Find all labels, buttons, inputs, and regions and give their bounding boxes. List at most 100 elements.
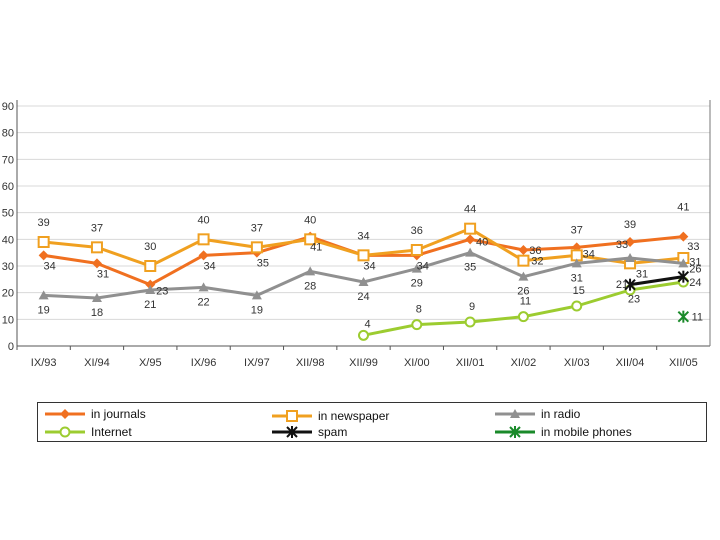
x-tick-label: XI/03 — [564, 357, 590, 369]
legend-item-in-newspaper: in newspaper — [270, 408, 389, 424]
data-point-in-journals — [38, 250, 49, 261]
x-tick-label: XII/04 — [616, 357, 645, 369]
data-label-in-newspaper: 32 — [531, 256, 543, 268]
data-point-in-radio — [91, 293, 102, 302]
data-label-in-newspaper: 30 — [144, 241, 156, 253]
data-label-in-newspaper: 31 — [636, 268, 648, 280]
data-point-internet — [464, 316, 476, 328]
legend-item-spam: spam — [270, 424, 347, 440]
data-label-internet: 4 — [364, 318, 370, 330]
data-point-in-journals — [465, 234, 476, 245]
legend-swatch-in-radio — [495, 409, 535, 418]
data-point-internet — [571, 300, 583, 312]
data-label-in-journals: 36 — [529, 245, 541, 257]
data-label-in-radio: 28 — [304, 280, 316, 292]
x-tick-label: IX/97 — [244, 357, 270, 369]
data-point-in-radio — [38, 290, 49, 300]
x-tick-label: X/95 — [139, 357, 162, 369]
legend-item-internet: Internet — [43, 424, 132, 440]
data-label-internet: 8 — [416, 304, 422, 316]
data-label-in-journals: 35 — [257, 258, 269, 270]
data-label-in-radio: 33 — [616, 239, 628, 251]
data-label-in-radio: 19 — [38, 304, 50, 316]
data-point-in-radio — [678, 258, 689, 268]
data-label-spam: 23 — [628, 294, 640, 306]
data-point-in-newspaper — [250, 241, 263, 254]
legend-label-in-journals: in journals — [91, 407, 146, 421]
data-point-in-newspaper — [197, 233, 210, 246]
data-point-in-newspaper — [144, 260, 157, 272]
data-label-in-journals: 23 — [156, 286, 168, 298]
x-tick-label: XII/01 — [456, 357, 485, 369]
data-label-in-radio: 21 — [144, 299, 156, 311]
y-tick-label: 20 — [2, 288, 14, 300]
data-label-in-radio: 22 — [197, 296, 209, 308]
data-label-in-radio: 18 — [91, 307, 103, 319]
legend: in journals in newspaper in radio Intern… — [37, 402, 707, 442]
series-line-spam — [629, 275, 684, 287]
y-tick-label: 10 — [2, 314, 14, 326]
data-point-in-radio — [411, 263, 422, 273]
data-point-in-newspaper — [90, 241, 103, 254]
data-label-in-newspaper: 37 — [251, 222, 263, 234]
data-label-in-journals: 34 — [363, 260, 375, 272]
data-label-in-radio: 24 — [357, 291, 369, 303]
data-label-in-newspaper: 44 — [464, 204, 476, 216]
legend-label-spam: spam — [318, 425, 348, 439]
data-label-in-newspaper: 34 — [583, 248, 595, 260]
y-tick-label: 60 — [2, 181, 14, 193]
data-point-in-journals — [625, 237, 636, 247]
y-tick-label: 50 — [2, 208, 14, 220]
data-point-internet — [358, 329, 369, 341]
data-label-in-journals: 41 — [310, 242, 322, 254]
series-group — [37, 222, 690, 341]
data-label-internet: 9 — [469, 301, 475, 313]
data-point-in-newspaper — [464, 222, 477, 235]
data-label-in-journals: 37 — [571, 224, 583, 236]
data-point-in-radio — [465, 247, 476, 257]
x-tick-label: IX/96 — [191, 357, 217, 369]
data-label-in-radio: 31 — [689, 256, 701, 268]
legend-item-in-radio: in radio — [493, 406, 580, 422]
data-label-in-radio: 31 — [571, 272, 583, 284]
legend-swatch-internet — [45, 426, 85, 438]
data-point-in-radio — [251, 290, 262, 300]
x-tick-label: XII/99 — [349, 357, 378, 369]
data-point-internet — [517, 311, 529, 323]
data-point-in-journals — [518, 245, 529, 255]
data-point-in-radio — [305, 266, 316, 276]
x-tick-label: XI/94 — [84, 357, 110, 369]
data-label-in-newspaper: 39 — [38, 217, 50, 229]
data-label-internet: 24 — [689, 277, 701, 289]
data-label-in-journals: 31 — [97, 268, 109, 280]
y-tick-label: 40 — [2, 234, 14, 246]
data-label-in-radio: 35 — [464, 262, 476, 274]
legend-label-internet: Internet — [91, 425, 132, 439]
legend-swatch-in-newspaper — [272, 410, 312, 422]
data-label-in-newspaper: 40 — [304, 214, 316, 226]
data-label-in-journals: 34 — [44, 260, 56, 272]
data-label-in-newspaper: 33 — [687, 241, 699, 253]
data-point-in-radio — [571, 258, 582, 268]
data-label-in-journals: 39 — [624, 219, 636, 231]
data-point-in-journals — [198, 250, 209, 261]
data-point-in-radio — [358, 277, 369, 286]
data-label-in-journals: 34 — [203, 260, 215, 272]
data-point-in-radio — [518, 271, 529, 281]
y-tick-label: 70 — [2, 154, 14, 166]
legend-item-in-journals: in journals — [43, 406, 146, 422]
axes — [16, 100, 711, 347]
data-point-in-newspaper — [304, 233, 317, 246]
data-label-in-journals: 41 — [677, 202, 689, 214]
data-label-in-newspaper: 36 — [411, 225, 423, 237]
data-point-in-newspaper — [357, 249, 370, 262]
data-label-in-radio: 26 — [517, 286, 529, 298]
data-label-internet: 15 — [573, 285, 585, 297]
x-tick-label: IX/93 — [31, 357, 57, 369]
data-label-in-newspaper: 40 — [197, 214, 209, 226]
data-point-in-journals — [91, 258, 102, 269]
legend-label-in-mobile-phones: in mobile phones — [541, 425, 632, 439]
legend-swatch-in-mobile-phones — [495, 426, 535, 438]
legend-item-in-mobile-phones: in mobile phones — [493, 424, 632, 440]
